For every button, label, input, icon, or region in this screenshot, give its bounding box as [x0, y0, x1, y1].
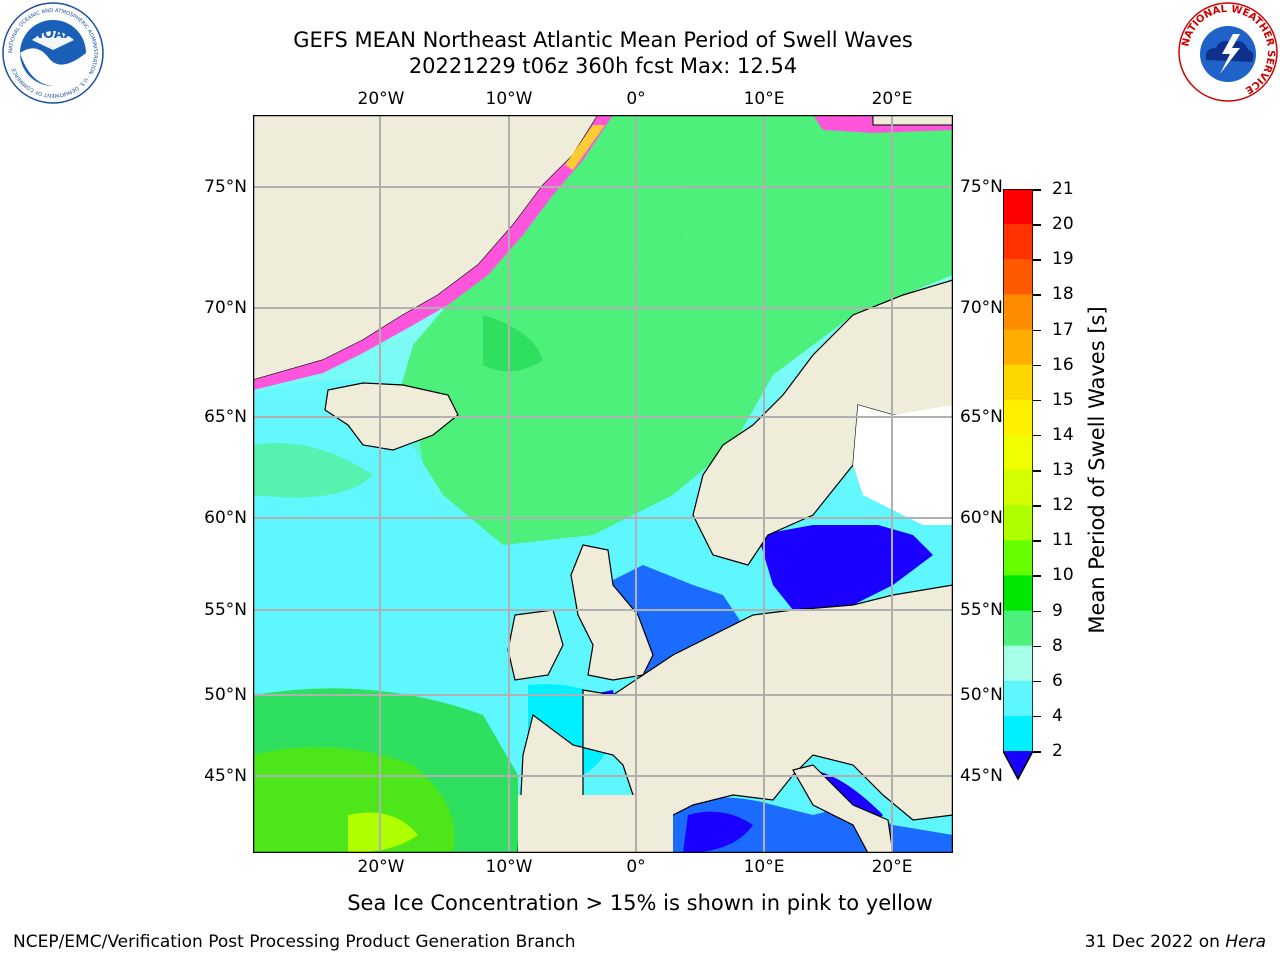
colorbar-segment — [1003, 224, 1033, 260]
lon-label-top-20w: 20°W — [357, 89, 405, 109]
lon-label-bottom-10e: 10°E — [743, 857, 785, 877]
map-panel — [253, 115, 953, 853]
lat-label-right-50n: 50°N — [960, 685, 1003, 705]
colorbar-tick-mark — [1033, 189, 1041, 191]
lon-label-top-10e: 10°E — [743, 89, 785, 109]
colorbar-tick-label: 4 — [1052, 705, 1063, 726]
scandinavia-land — [692, 279, 953, 566]
swell-zone-9-10s — [393, 115, 953, 545]
colorbar-tick-label: 15 — [1052, 389, 1074, 410]
colorbar-tick-mark — [1033, 294, 1041, 296]
credit-branch: NCEP/EMC/Verification Post Processing Pr… — [13, 932, 576, 952]
nws-logo: NATIONAL WEATHER SERVICE — [1178, 2, 1278, 102]
colorbar-tick-label: 14 — [1052, 424, 1074, 445]
lon-label-bottom-10w: 10°W — [485, 857, 533, 877]
colorbar-segment — [1003, 470, 1033, 506]
chart-subtitle: 20221229 t06z 360h fcst Max: 12.54 — [408, 54, 798, 78]
colorbar — [1003, 189, 1033, 781]
map-border — [253, 115, 953, 853]
chart-title: GEFS MEAN Northeast Atlantic Mean Period… — [293, 28, 913, 52]
colorbar-tick-label: 9 — [1052, 600, 1063, 621]
colorbar-tick-mark — [1033, 259, 1041, 261]
credit-date: 31 Dec 2022 on Hera — [1085, 932, 1266, 952]
colorbar-segment — [1003, 434, 1033, 471]
colorbar-tick-mark — [1033, 505, 1041, 507]
lat-label-left-55n: 55°N — [204, 600, 247, 620]
lat-label-left-65n: 65°N — [204, 407, 247, 427]
lat-label-left-50n: 50°N — [204, 685, 247, 705]
lat-label-right-45n: 45°N — [960, 766, 1003, 786]
colorbar-tick-mark — [1033, 610, 1041, 612]
colorbar-segment — [1003, 364, 1033, 401]
colorbar-segment — [1003, 399, 1033, 436]
colorbar-segment — [1003, 610, 1033, 647]
colorbar-tick-mark — [1033, 329, 1041, 331]
lat-label-right-60n: 60°N — [960, 508, 1003, 528]
colorbar-tick-label: 21 — [1052, 179, 1074, 199]
colorbar-tick-mark — [1033, 715, 1041, 718]
swell-zone-below-2s — [758, 525, 933, 610]
colorbar-segment — [1003, 540, 1033, 576]
colorbar-tick-label: 12 — [1052, 495, 1074, 516]
colorbar-tick-label: 17 — [1052, 319, 1074, 340]
noaa-logo: NATIONAL OCEANIC AND ATMOSPHERIC ADMINIS… — [2, 2, 104, 104]
colorbar-tick-mark — [1033, 434, 1041, 437]
graticule — [253, 115, 953, 853]
colorbar-segment — [1003, 715, 1033, 752]
colorbar-tick-mark — [1033, 470, 1041, 472]
colorbar-tick-mark — [1033, 575, 1041, 577]
colorbar-tick-label: 19 — [1052, 249, 1074, 270]
colorbar-label: Mean Period of Swell Waves [s] — [1085, 306, 1109, 634]
lat-label-right-75n: 75°N — [960, 177, 1003, 197]
lon-label-top-0: 0° — [626, 89, 646, 109]
colorbar-tick-label: 20 — [1052, 214, 1074, 235]
lat-label-left-45n: 45°N — [204, 766, 247, 786]
colorbar-tick-mark — [1033, 399, 1041, 402]
colorbar-tick-mark — [1033, 751, 1041, 753]
credit-date-text: 31 Dec 2022 on — [1084, 932, 1226, 952]
colorbar-segment — [1003, 680, 1033, 717]
lat-label-left-60n: 60°N — [204, 508, 247, 528]
credit-machine: Hera — [1225, 932, 1266, 952]
lon-label-bottom-0: 0° — [626, 857, 646, 877]
lat-label-left-70n: 70°N — [204, 298, 247, 318]
iberia-land — [518, 795, 673, 853]
lat-label-right-65n: 65°N — [960, 407, 1003, 427]
lat-label-right-55n: 55°N — [960, 600, 1003, 620]
white-area — [853, 405, 953, 525]
colorbar-tick-mark — [1033, 364, 1041, 367]
colorbar-tick-label: 6 — [1052, 670, 1063, 691]
colorbar-tick-label: 2 — [1052, 741, 1063, 761]
lon-label-top-10w: 10°W — [485, 89, 533, 109]
lat-label-right-70n: 70°N — [960, 298, 1003, 318]
colorbar-tick-label: 8 — [1052, 635, 1063, 656]
colorbar-segment — [1003, 645, 1033, 682]
colorbar-segment — [1003, 294, 1033, 331]
sea-ice-footnote: Sea Ice Concentration > 15% is shown in … — [347, 891, 933, 915]
colorbar-tick-label: 18 — [1052, 284, 1074, 305]
italy-land — [792, 764, 894, 853]
lon-label-bottom-20e: 20°E — [871, 857, 913, 877]
colorbar-segment — [1003, 329, 1033, 366]
colorbar-segment — [1003, 575, 1033, 612]
britain-land — [570, 544, 654, 681]
lon-label-top-20e: 20°E — [871, 89, 913, 109]
colorbar-segment — [1003, 189, 1033, 225]
colorbar-tick-mark — [1033, 680, 1041, 683]
colorbar-tick-mark — [1033, 540, 1041, 542]
colorbar-tick-label: 13 — [1052, 460, 1074, 480]
colorbar-tick-label: 16 — [1052, 354, 1074, 375]
colorbar-tick-label: 10 — [1052, 565, 1074, 586]
svg-text:NOAA: NOAA — [32, 27, 74, 42]
colorbar-tick-mark — [1033, 645, 1041, 648]
lat-label-left-75n: 75°N — [204, 177, 247, 197]
colorbar-segment — [1003, 505, 1033, 541]
colorbar-tick-label: 11 — [1052, 530, 1074, 551]
colorbar-extend-arrow — [1003, 751, 1033, 779]
colorbar-segment — [1003, 259, 1033, 295]
colorbar-tick-mark — [1033, 224, 1041, 226]
swell-zone-10-11s — [483, 315, 543, 372]
lon-label-bottom-20w: 20°W — [357, 857, 405, 877]
